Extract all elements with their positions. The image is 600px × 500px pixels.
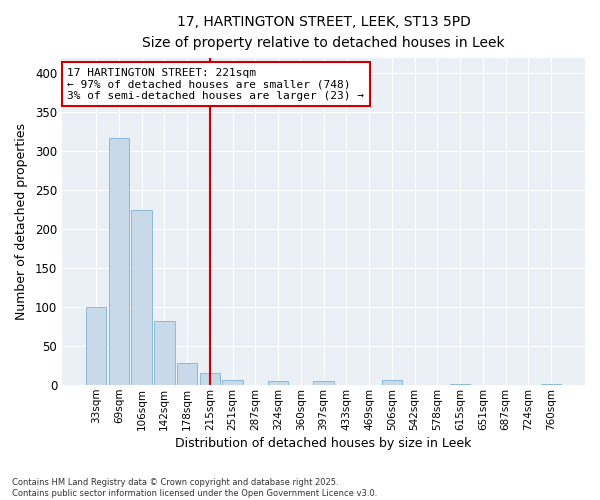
Bar <box>154 321 175 385</box>
X-axis label: Distribution of detached houses by size in Leek: Distribution of detached houses by size … <box>175 437 472 450</box>
Y-axis label: Number of detached properties: Number of detached properties <box>15 123 28 320</box>
Text: Contains HM Land Registry data © Crown copyright and database right 2025.
Contai: Contains HM Land Registry data © Crown c… <box>12 478 377 498</box>
Bar <box>313 382 334 385</box>
Bar <box>382 380 402 385</box>
Bar <box>223 380 243 385</box>
Bar <box>131 210 152 385</box>
Bar <box>86 307 106 385</box>
Text: 17 HARTINGTON STREET: 221sqm
← 97% of detached houses are smaller (748)
3% of se: 17 HARTINGTON STREET: 221sqm ← 97% of de… <box>67 68 364 100</box>
Bar <box>541 384 561 385</box>
Bar <box>200 374 220 385</box>
Bar <box>450 384 470 385</box>
Bar <box>177 364 197 385</box>
Bar <box>109 138 129 385</box>
Title: 17, HARTINGTON STREET, LEEK, ST13 5PD
Size of property relative to detached hous: 17, HARTINGTON STREET, LEEK, ST13 5PD Si… <box>142 15 505 50</box>
Bar <box>268 382 288 385</box>
